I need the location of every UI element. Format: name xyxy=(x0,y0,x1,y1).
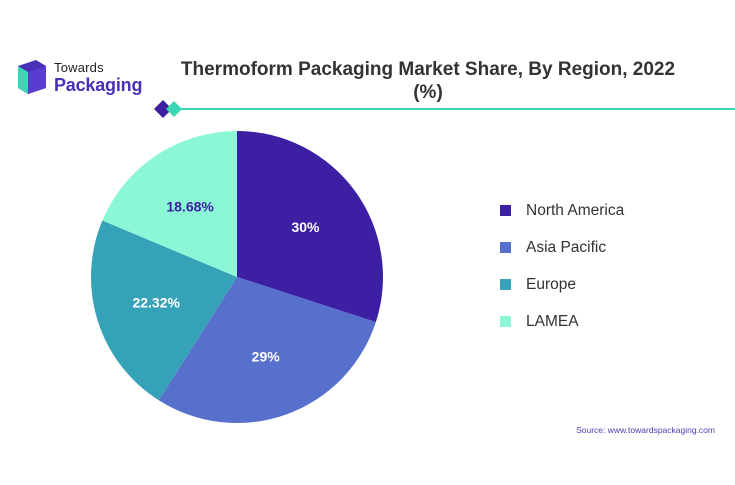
data-label-europe: 22.32% xyxy=(132,294,180,310)
brand-logo: Towards Packaging xyxy=(14,56,164,100)
legend-label: North America xyxy=(526,201,625,219)
legend-swatch xyxy=(500,205,511,216)
legend-item-asia-pacific: Asia Pacific xyxy=(500,229,624,266)
legend-item-north-america: North America xyxy=(500,192,624,229)
data-label-north-america: 30% xyxy=(291,219,320,235)
towards-packaging-logo-icon xyxy=(18,60,46,94)
data-label-asia-pacific: 29% xyxy=(252,349,281,365)
pie-slice-north-america xyxy=(237,131,383,323)
pie-slice-lamea xyxy=(102,131,237,277)
legend-label: Asia Pacific xyxy=(526,238,607,256)
legend-swatch xyxy=(500,242,511,253)
legend-swatch xyxy=(500,316,511,327)
pie-slices xyxy=(90,131,383,423)
source-note: Source: www.towardspackaging.com xyxy=(576,425,715,435)
legend-item-lamea: LAMEA xyxy=(500,303,624,340)
title-underline-decoration xyxy=(154,100,735,118)
legend-swatch xyxy=(500,279,511,290)
chart-legend: North America Asia Pacific Europe LAMEA xyxy=(500,192,624,340)
data-label-lamea: 18.68% xyxy=(166,198,214,214)
legend-item-europe: Europe xyxy=(500,266,624,303)
pie-slice-labels: 30% 29% 22.32% 18.68% xyxy=(132,198,320,364)
legend-label: Europe xyxy=(526,275,576,293)
pie-slice-europe xyxy=(90,220,237,401)
brand-line1: Towards xyxy=(54,60,104,75)
brand-line2: Packaging xyxy=(54,75,143,95)
legend-label: LAMEA xyxy=(526,312,579,330)
chart-title: Thermoform Packaging Market Share, By Re… xyxy=(180,59,676,103)
pie-slice-asia-pacific xyxy=(158,277,376,423)
